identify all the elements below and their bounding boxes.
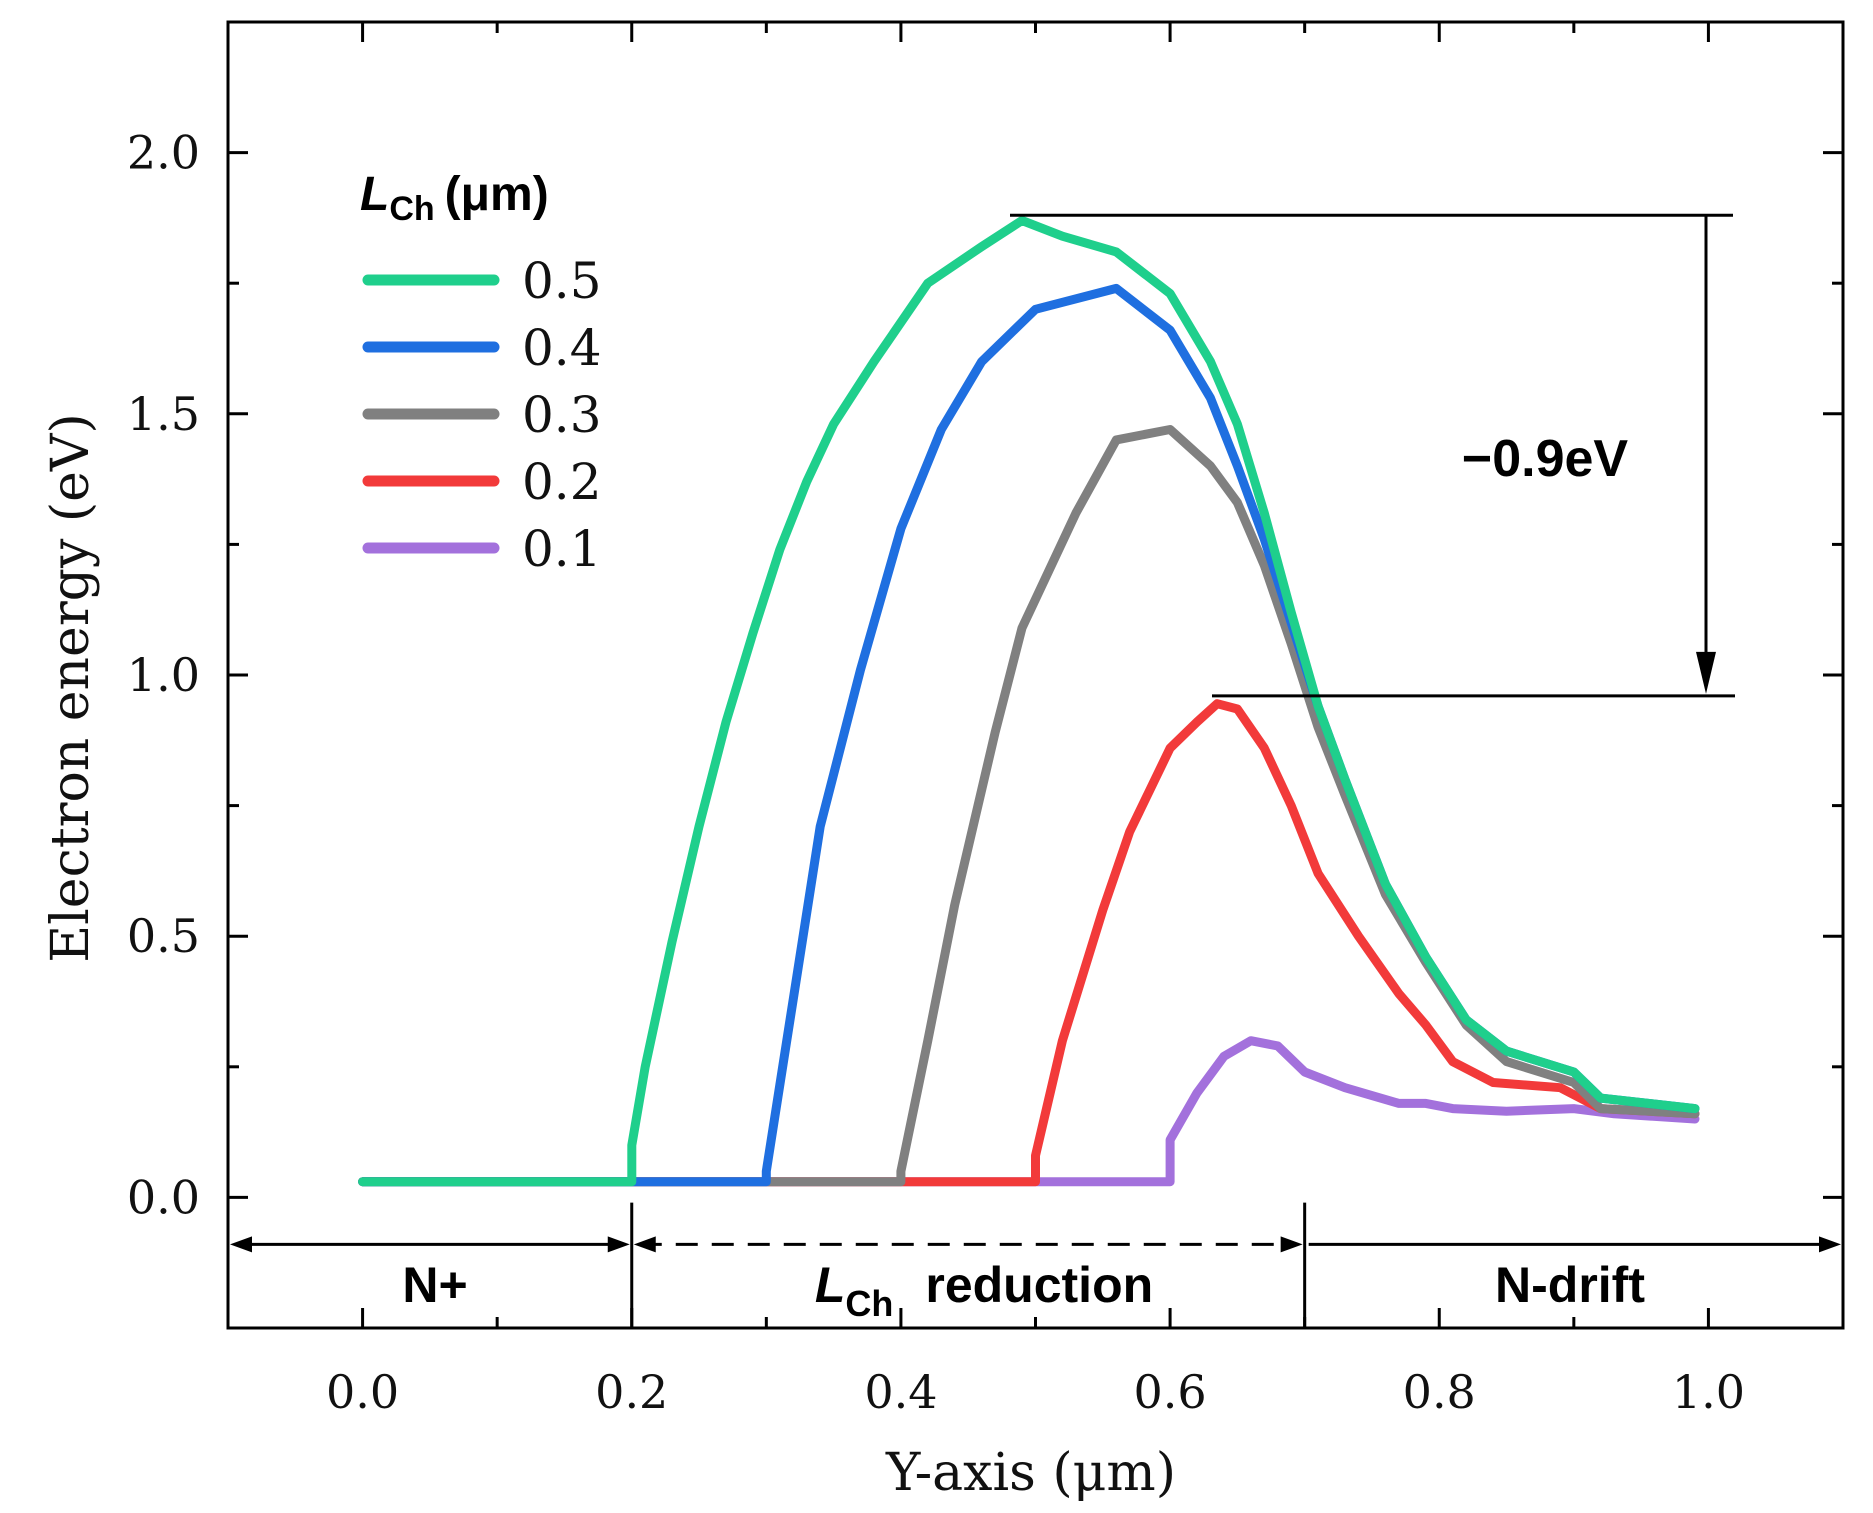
region-label-n-plus: N+ (402, 1257, 467, 1313)
x-tick-label: 0.6 (1134, 1365, 1207, 1419)
y-axis-label: Electron energy (eV) (41, 413, 101, 963)
y-tick-label: 1.5 (127, 387, 200, 441)
legend-label: 0.2 (522, 453, 602, 511)
x-axis-label: Y-axis (μm) (885, 1443, 1176, 1503)
series-line-0_5 (358, 216, 1700, 1187)
arrowhead (1819, 1236, 1841, 1253)
y-tick-label: 0.0 (127, 1170, 200, 1224)
legend-label: 0.3 (522, 386, 602, 444)
series-group (358, 216, 1700, 1187)
barrier-arrow-head (1696, 651, 1716, 694)
y-tick-label: 0.5 (127, 909, 200, 963)
region-label-reduction: LCh reduction (815, 1257, 1153, 1324)
series-line-0_1 (358, 1036, 1700, 1187)
legend-title-unit: (μm) (445, 168, 549, 221)
legend-title-main: L (360, 168, 389, 221)
series-line-0_2 (358, 699, 1700, 1187)
x-tick-label: 1.0 (1672, 1365, 1745, 1419)
series-line-0_3 (358, 425, 1700, 1187)
arrowhead (607, 1236, 630, 1253)
x-tick-label: 0.8 (1403, 1365, 1476, 1419)
y-tick-label: 1.0 (127, 648, 200, 702)
legend-label: 0.5 (522, 252, 602, 310)
x-tick-label: 0.2 (595, 1365, 668, 1419)
y-tick-label: 2.0 (127, 126, 200, 180)
arrowhead (633, 1236, 656, 1253)
legend-title: LCh (μm) (360, 168, 549, 228)
ticks-group: 0.0 0.2 0.4 0.6 0.8 1.0 0.0 0.5 1.0 1.5 2.0 (127, 22, 1845, 1419)
region-reduction-rest: reduction (925, 1257, 1153, 1313)
region-reduction-sub: Ch (845, 1283, 893, 1324)
x-tick-label: 0.0 (326, 1365, 399, 1419)
arrowhead (1280, 1236, 1303, 1253)
legend-title-sub: Ch (389, 190, 434, 228)
x-tick-label: 0.4 (864, 1365, 937, 1419)
region-label-n-drift: N-drift (1495, 1257, 1645, 1313)
legend-label: 0.4 (522, 319, 602, 377)
legend: 0.5 0.4 0.3 0.2 0.1 (362, 252, 602, 578)
region-reduction-main: L (815, 1257, 846, 1313)
annotations-group (230, 213, 1841, 1328)
barrier-drop-label: −0.9eV (1462, 430, 1629, 488)
legend-label: 0.1 (522, 520, 602, 578)
arrowhead (230, 1236, 252, 1253)
